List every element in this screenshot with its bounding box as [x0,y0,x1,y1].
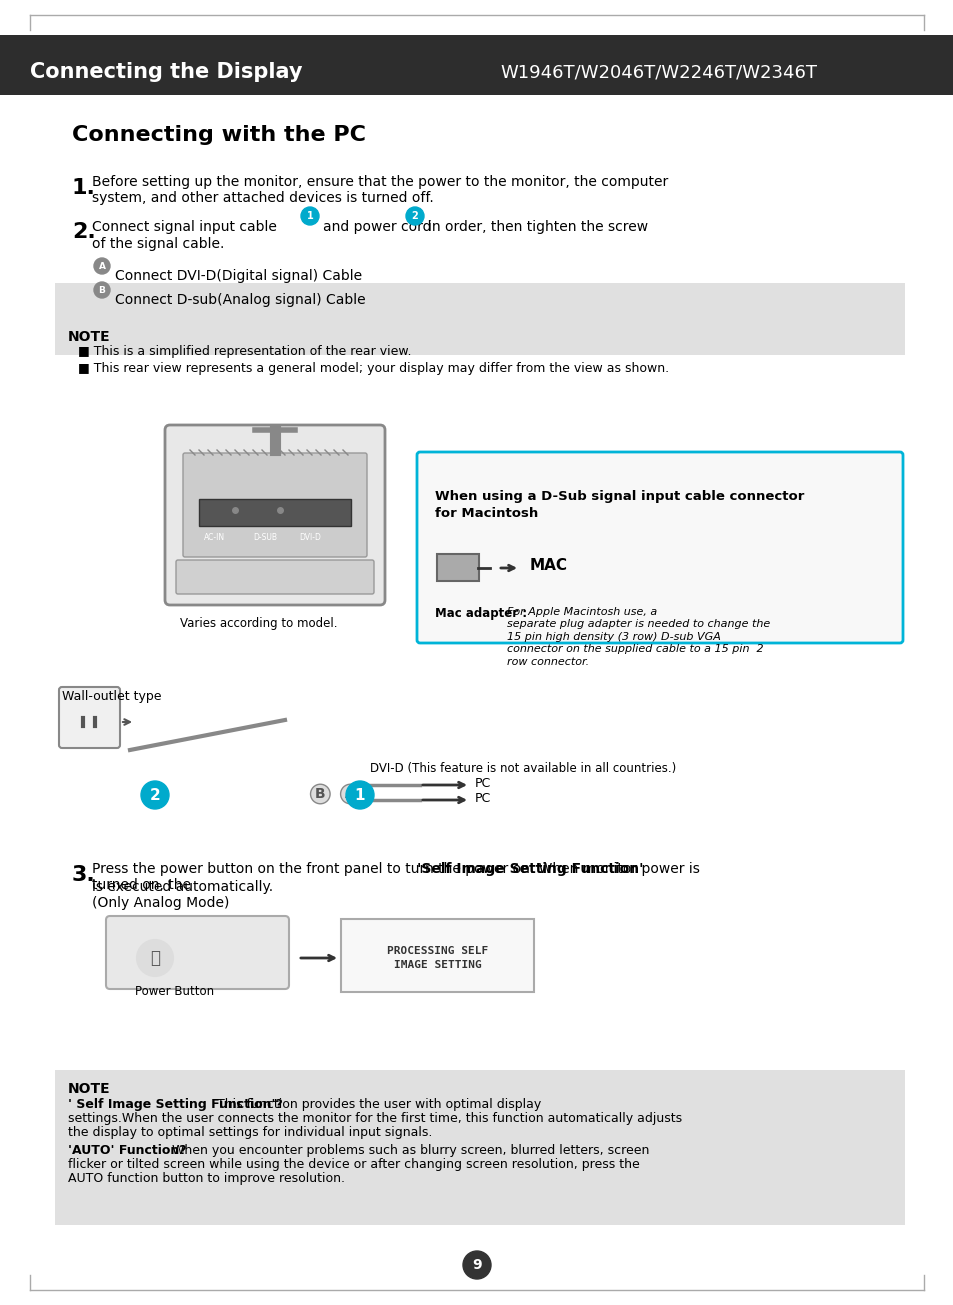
FancyBboxPatch shape [340,919,534,992]
Circle shape [137,940,172,976]
FancyBboxPatch shape [436,555,478,581]
FancyBboxPatch shape [106,916,289,989]
Text: the display to optimal settings for individual input signals.: the display to optimal settings for indi… [68,1126,432,1139]
Text: 1: 1 [306,211,313,221]
Text: ⏻: ⏻ [150,949,160,967]
FancyBboxPatch shape [59,686,120,748]
Text: 'AUTO' Function?: 'AUTO' Function? [68,1144,187,1158]
FancyBboxPatch shape [55,1070,904,1225]
Text: flicker or tilted screen while using the device or after changing screen resolut: flicker or tilted screen while using the… [68,1158,639,1171]
FancyBboxPatch shape [199,499,351,526]
Text: and power cord: and power cord [323,221,431,234]
Text: ■ This is a simplified representation of the rear view.: ■ This is a simplified representation of… [78,345,411,358]
Text: is executed automatically.
(Only Analog Mode): is executed automatically. (Only Analog … [91,880,273,910]
Text: D-SUB: D-SUB [253,532,276,542]
Text: Mac adapter :: Mac adapter : [435,607,527,620]
Circle shape [94,258,110,274]
FancyBboxPatch shape [165,425,385,606]
Text: PC: PC [475,776,491,790]
Text: PC: PC [475,792,491,804]
Text: 1: 1 [355,787,365,803]
Text: 2.: 2. [71,222,95,241]
Text: When you encounter problems such as blurry screen, blurred letters, screen: When you encounter problems such as blur… [168,1144,649,1158]
Circle shape [346,780,374,809]
Text: ' Self Image Setting Function'?: ' Self Image Setting Function'? [68,1098,283,1111]
Text: 3.: 3. [71,865,95,885]
Circle shape [301,207,318,224]
Text: of the signal cable.: of the signal cable. [91,238,224,251]
Text: Before setting up the monitor, ensure that the power to the monitor, the compute: Before setting up the monitor, ensure th… [91,175,667,205]
Text: in order, then tighten the screw: in order, then tighten the screw [428,221,647,234]
Text: 9: 9 [472,1258,481,1272]
Text: Connecting with the PC: Connecting with the PC [71,125,366,145]
Text: DVI-D: DVI-D [298,532,320,542]
Text: Connect DVI-D(Digital signal) Cable: Connect DVI-D(Digital signal) Cable [115,269,362,283]
Text: Varies according to model.: Varies according to model. [180,617,337,630]
FancyBboxPatch shape [175,560,374,594]
FancyBboxPatch shape [55,283,904,355]
Text: Connect D-sub(Analog signal) Cable: Connect D-sub(Analog signal) Cable [115,294,365,307]
Text: ■ This rear view represents a general model; your display may differ from the vi: ■ This rear view represents a general mo… [78,361,668,375]
Text: A: A [345,787,355,801]
Text: PROCESSING SELF
IMAGE SETTING: PROCESSING SELF IMAGE SETTING [387,946,488,970]
Text: For Apple Macintosh use, a
separate plug adapter is needed to change the
15 pin : For Apple Macintosh use, a separate plug… [506,607,769,667]
Text: 2: 2 [411,211,418,221]
Circle shape [406,207,423,224]
Text: AC-IN: AC-IN [204,532,225,542]
Text: Wall-outlet type: Wall-outlet type [62,690,161,703]
FancyBboxPatch shape [0,35,953,95]
Text: 2: 2 [150,787,160,803]
Text: NOTE: NOTE [68,330,111,345]
Text: Power Button: Power Button [135,985,214,998]
Text: DVI-D (This feature is not available in all countries.): DVI-D (This feature is not available in … [370,762,676,775]
Text: NOTE: NOTE [68,1082,111,1096]
Circle shape [462,1251,491,1279]
Text: When using a D-Sub signal input cable connector
for Macintosh: When using a D-Sub signal input cable co… [435,489,803,519]
FancyBboxPatch shape [416,452,902,643]
Circle shape [94,282,110,298]
Circle shape [141,780,169,809]
Text: This function provides the user with optimal display: This function provides the user with opt… [213,1098,540,1111]
FancyBboxPatch shape [183,453,367,557]
Text: MAC: MAC [530,557,567,573]
Text: Connect signal input cable: Connect signal input cable [91,221,276,234]
Text: B: B [314,787,325,801]
Text: A: A [98,261,106,270]
Text: Press the power button on the front panel to turn the power on. When monitor pow: Press the power button on the front pane… [91,863,700,893]
Text: B: B [98,286,106,295]
Text: 'Self Image Setting Function': 'Self Image Setting Function' [416,863,643,876]
Text: Connecting the Display: Connecting the Display [30,63,302,82]
Text: W1946T/W2046T/W2246T/W2346T: W1946T/W2046T/W2246T/W2346T [499,63,816,81]
Text: settings.When the user connects the monitor for the first time, this function au: settings.When the user connects the moni… [68,1112,681,1125]
Text: 1.: 1. [71,177,95,198]
Text: AUTO function button to improve resolution.: AUTO function button to improve resoluti… [68,1172,345,1185]
